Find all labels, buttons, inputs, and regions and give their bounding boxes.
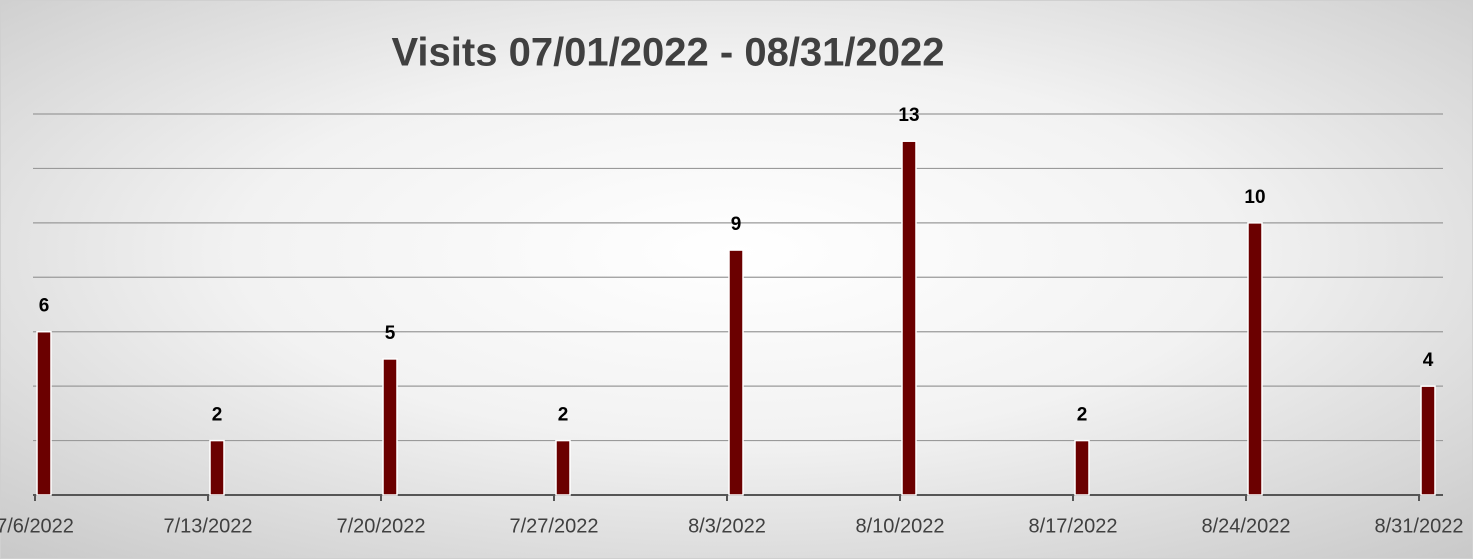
x-tick-label: 8/10/2022 xyxy=(856,515,945,537)
x-tick-label: 7/13/2022 xyxy=(164,515,253,537)
x-tick-label: 8/3/2022 xyxy=(688,515,766,537)
x-tick-label: 8/24/2022 xyxy=(1202,515,1291,537)
data-label: 2 xyxy=(212,405,223,426)
bar xyxy=(901,140,917,496)
data-label: 5 xyxy=(385,323,396,344)
bar xyxy=(209,439,225,496)
x-tick-label: 8/17/2022 xyxy=(1029,515,1118,537)
data-label: 9 xyxy=(731,214,742,235)
bar xyxy=(555,439,571,496)
bar xyxy=(1074,439,1090,496)
bar xyxy=(382,358,398,496)
bar xyxy=(728,249,744,496)
chart-title: Visits 07/01/2022 - 08/31/2022 xyxy=(391,31,944,75)
data-label: 2 xyxy=(1077,405,1088,426)
data-label: 2 xyxy=(558,405,569,426)
x-tick-label: 7/27/2022 xyxy=(510,515,599,537)
x-tick-label: 7/20/2022 xyxy=(337,515,426,537)
data-label: 13 xyxy=(898,105,919,126)
x-tick-label: 8/31/2022 xyxy=(1375,515,1464,537)
bar xyxy=(36,330,52,496)
data-label: 10 xyxy=(1244,187,1265,208)
bar xyxy=(1247,222,1263,496)
data-label: 6 xyxy=(39,296,50,317)
bar xyxy=(1420,385,1436,496)
data-label: 4 xyxy=(1423,350,1434,371)
x-tick-label: 7/6/2022 xyxy=(0,515,74,537)
